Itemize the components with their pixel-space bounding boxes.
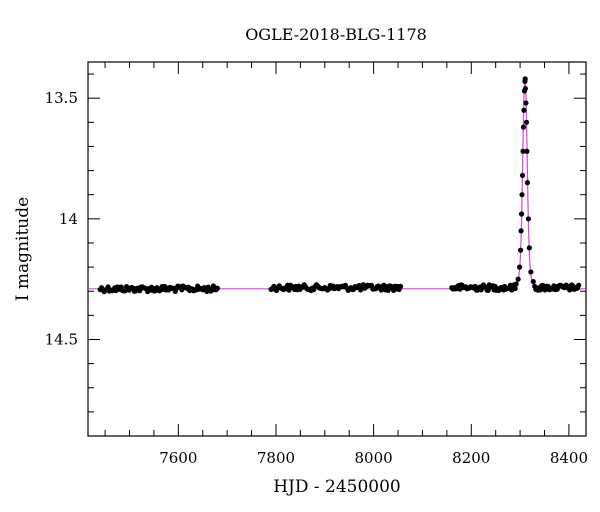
y-tick-label: 14.5 — [45, 330, 78, 348]
chart-title: OGLE-2018-BLG-1178 — [245, 25, 427, 44]
data-point — [526, 245, 532, 251]
data-point — [397, 283, 404, 289]
data-point — [519, 172, 526, 179]
data-point — [522, 85, 529, 92]
data-point — [214, 285, 220, 291]
y-tick-label: 13.5 — [45, 89, 78, 107]
data-point — [518, 211, 525, 217]
data-point — [517, 264, 523, 270]
data-point — [528, 269, 534, 275]
data-point — [523, 100, 529, 106]
data-point — [523, 119, 530, 125]
x-axis-label: HJD - 2450000 — [273, 477, 401, 497]
data-point — [513, 281, 519, 287]
data-point — [524, 180, 531, 186]
x-tick-label: 7800 — [257, 449, 295, 467]
data-point — [537, 287, 543, 293]
x-tick-label: 8000 — [355, 449, 393, 467]
data-point — [512, 285, 518, 292]
axis-tick-labels: 7600 7800 8000 8200 8400 13.5 14 14.5 — [45, 89, 588, 467]
y-axis-label: I magnitude — [13, 197, 33, 301]
data-point — [520, 148, 526, 154]
data-point — [521, 107, 527, 113]
x-tick-label: 8400 — [550, 449, 588, 467]
data-point — [567, 287, 573, 293]
plot-area — [87, 61, 587, 437]
data-point — [522, 76, 528, 82]
data-point — [385, 287, 391, 294]
axis-ticks — [88, 62, 586, 437]
plot-frame — [87, 61, 587, 437]
data-point — [286, 287, 292, 293]
x-tick-label: 8200 — [452, 449, 490, 467]
data-point — [517, 247, 524, 253]
model-curve-group — [88, 78, 586, 290]
data-point — [520, 124, 527, 130]
data-point — [576, 282, 582, 288]
y-tick-label: 14 — [59, 210, 78, 228]
data-point — [525, 216, 531, 222]
observation-points-group — [97, 76, 582, 295]
x-tick-label: 7600 — [159, 449, 197, 467]
model-curve — [88, 78, 586, 290]
data-point — [519, 192, 525, 198]
data-point — [530, 278, 536, 285]
data-point — [515, 276, 521, 282]
data-point — [524, 148, 530, 154]
data-point — [518, 228, 524, 234]
